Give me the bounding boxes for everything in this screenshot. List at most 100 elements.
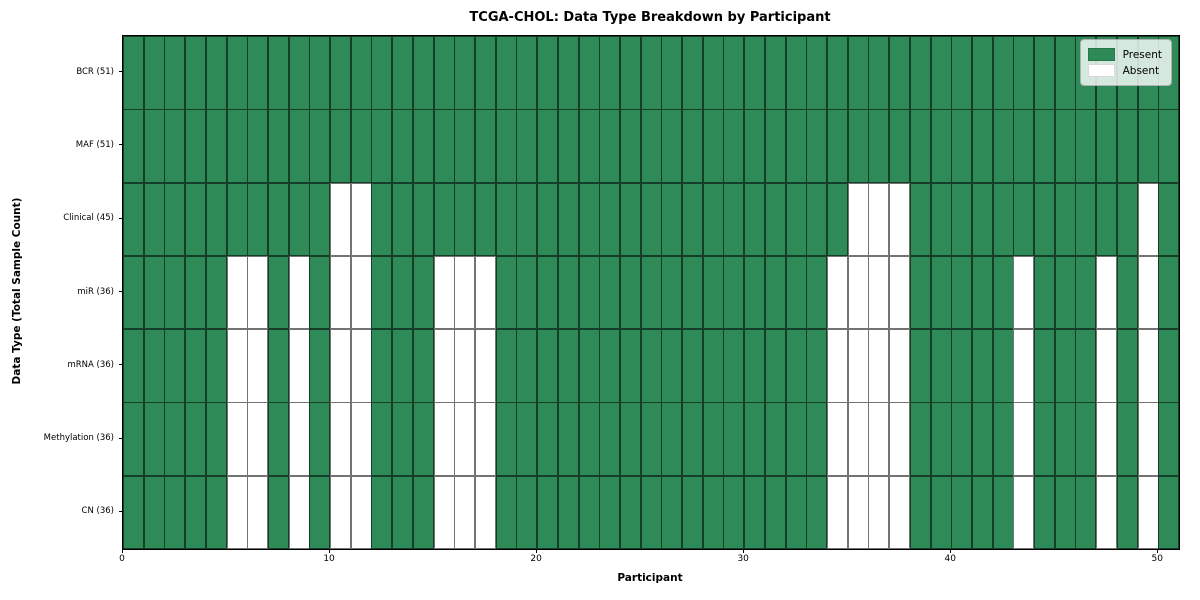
heatmap-cell (599, 255, 621, 330)
heatmap-cell (1054, 36, 1076, 110)
heatmap-cell (764, 475, 786, 550)
heatmap-cell (185, 109, 207, 183)
heatmap-cell (764, 329, 786, 403)
heatmap-cell (350, 402, 372, 476)
heatmap-cell (785, 182, 807, 257)
heatmap-cell (599, 182, 621, 257)
y-tick-mark (119, 364, 123, 366)
heatmap-cell (226, 255, 248, 330)
heatmap-cell (764, 182, 786, 257)
heatmap-cell (516, 402, 538, 476)
heatmap-cell (847, 475, 869, 550)
heatmap-cell (744, 255, 766, 330)
heatmap-cell (371, 402, 393, 476)
heatmap-cell (123, 36, 144, 110)
heatmap-cell (350, 36, 372, 110)
heatmap-cell (537, 402, 559, 476)
heatmap-cell (433, 182, 455, 257)
heatmap-cell (827, 329, 848, 403)
heatmap-cell (1158, 255, 1180, 330)
legend-label-present: Present (1122, 48, 1162, 61)
heatmap-cell (495, 329, 517, 403)
heatmap-cell (185, 255, 207, 330)
heatmap-cell (930, 182, 952, 257)
heatmap-cell (1075, 329, 1097, 403)
heatmap-cell (682, 36, 704, 110)
heatmap-cell (889, 182, 911, 257)
heatmap-cell (392, 329, 414, 403)
y-tick-mark (119, 71, 123, 73)
heatmap-cell (350, 182, 372, 257)
heatmap-cell (1054, 475, 1076, 550)
heatmap-cell (889, 402, 911, 476)
heatmap-cell (1116, 109, 1138, 183)
heatmap-cell (371, 109, 393, 183)
legend-item-absent: Absent (1087, 64, 1162, 77)
heatmap-cell (951, 36, 973, 110)
heatmap-cell (1137, 402, 1159, 476)
heatmap-cell (185, 329, 207, 403)
heatmap-cell (806, 109, 828, 183)
heatmap-cell (1096, 109, 1118, 183)
heatmap-cell (1137, 109, 1159, 183)
heatmap-cell (702, 36, 724, 110)
heatmap-cell (330, 255, 352, 330)
heatmap-cell (723, 475, 745, 550)
heatmap-cell (723, 329, 745, 403)
x-tick-label: 20 (530, 554, 542, 564)
heatmap-cell (330, 402, 352, 476)
heatmap-cell (309, 36, 331, 110)
present-swatch-icon (1087, 48, 1115, 61)
heatmap-cell (1116, 329, 1138, 403)
heatmap-cell (1116, 255, 1138, 330)
heatmap-cell (682, 475, 704, 550)
heatmap-cell (1034, 329, 1056, 403)
heatmap-cell (226, 402, 248, 476)
heatmap-cell (951, 255, 973, 330)
legend-label-absent: Absent (1122, 64, 1160, 77)
heatmap-cell (185, 475, 207, 550)
heatmap-cell (1034, 255, 1056, 330)
heatmap-cell (288, 109, 310, 183)
heatmap-cell (1137, 329, 1159, 403)
heatmap-cell (971, 402, 993, 476)
heatmap-cell (371, 182, 393, 257)
heatmap-cell (702, 109, 724, 183)
heatmap-cell (557, 109, 579, 183)
heatmap-cell (992, 109, 1014, 183)
heatmap-cell (889, 329, 911, 403)
heatmap-cell (951, 329, 973, 403)
heatmap-cell (288, 36, 310, 110)
heatmap-cell (599, 36, 621, 110)
heatmap-cell (619, 255, 641, 330)
heatmap-cell (702, 329, 724, 403)
heatmap-cell (164, 36, 186, 110)
heatmap-cell (744, 329, 766, 403)
heatmap-cell (454, 475, 476, 550)
heatmap-cell (267, 402, 289, 476)
heatmap-cell (557, 475, 579, 550)
heatmap-cell (185, 36, 207, 110)
heatmap-cell (1158, 475, 1180, 550)
heatmap-cell (164, 402, 186, 476)
heatmap-cell (1054, 182, 1076, 257)
heatmap-cell (992, 329, 1014, 403)
heatmap-cell (309, 329, 331, 403)
heatmap-cell (330, 36, 352, 110)
heatmap-cell (537, 329, 559, 403)
heatmap-cell (1116, 402, 1138, 476)
heatmap-cell (247, 402, 269, 476)
heatmap-cell (392, 402, 414, 476)
heatmap-cell (1096, 475, 1118, 550)
heatmap-cell (1054, 255, 1076, 330)
heatmap-cell (1096, 329, 1118, 403)
heatmap-cell (557, 36, 579, 110)
heatmap-cell (475, 109, 496, 183)
heatmap-cell (909, 475, 931, 550)
heatmap-cell (806, 255, 828, 330)
heatmap-cell (619, 109, 641, 183)
heatmap-cell (1013, 182, 1035, 257)
heatmap-cell (578, 182, 600, 257)
heatmap-cell (909, 109, 931, 183)
heatmap-cell (454, 182, 476, 257)
